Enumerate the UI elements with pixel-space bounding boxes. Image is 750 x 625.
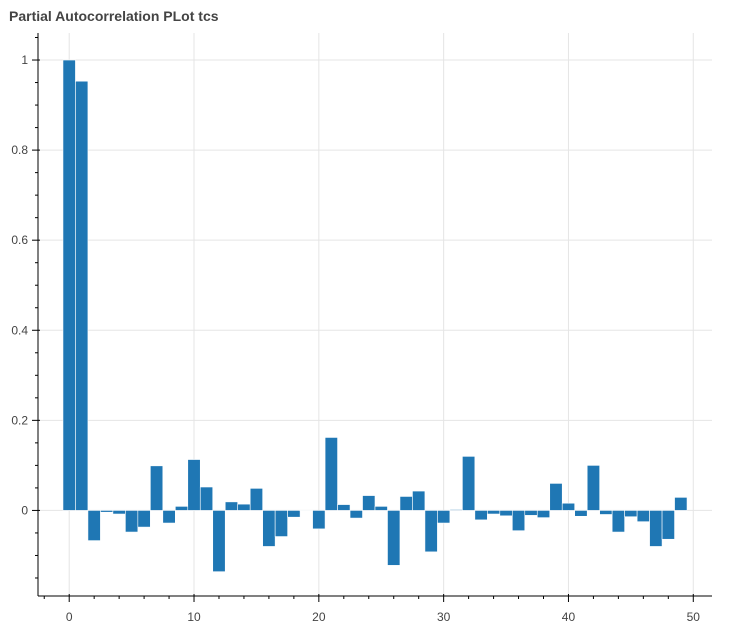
pacf-bar bbox=[199, 486, 214, 511]
x-tick-label: 50 bbox=[687, 610, 701, 624]
bar-series bbox=[62, 59, 688, 572]
y-tick-label: 1 bbox=[21, 53, 28, 67]
pacf-bar bbox=[262, 510, 276, 547]
pacf-bar bbox=[137, 510, 151, 528]
y-tick-label: 0 bbox=[21, 503, 28, 517]
pacf-bar bbox=[624, 510, 638, 518]
pacf-bar bbox=[649, 510, 663, 547]
pacf-bar bbox=[487, 510, 501, 515]
pacf-bar bbox=[586, 465, 600, 511]
pacf-bar bbox=[100, 510, 114, 513]
x-tick-label: 40 bbox=[562, 610, 576, 624]
pacf-bar bbox=[62, 59, 76, 511]
pacf-bar bbox=[125, 510, 139, 533]
axes: 00.20.40.60.810 10 20 30 40 50 bbox=[11, 33, 712, 624]
pacf-bar bbox=[212, 510, 226, 572]
pacf-bar bbox=[462, 456, 476, 511]
y-tick-label: 0.4 bbox=[11, 323, 28, 337]
pacf-bar bbox=[299, 510, 313, 512]
pacf-bar bbox=[412, 490, 426, 511]
pacf-bar bbox=[536, 510, 551, 518]
pacf-bar bbox=[449, 509, 463, 511]
pacf-bar bbox=[474, 510, 488, 521]
pacf-bar bbox=[112, 510, 126, 515]
pacf-bar bbox=[374, 506, 388, 511]
pacf-bar bbox=[349, 510, 363, 519]
x-tick-label: 30 bbox=[437, 610, 451, 624]
x-tick-label: 0 bbox=[66, 610, 73, 624]
pacf-bar bbox=[174, 506, 189, 511]
y-tick-label: 0.6 bbox=[11, 233, 28, 247]
pacf-bar bbox=[636, 510, 650, 522]
pacf-bar bbox=[324, 437, 338, 511]
pacf-bar bbox=[549, 483, 563, 511]
pacf-bar bbox=[511, 510, 526, 531]
pacf-bar bbox=[599, 510, 613, 515]
pacf-bar bbox=[224, 501, 239, 511]
pacf-bar bbox=[574, 510, 588, 517]
pacf-bar bbox=[362, 495, 376, 511]
x-tick-label: 10 bbox=[187, 610, 201, 624]
pacf-bar bbox=[237, 503, 251, 511]
pacf-bar bbox=[249, 488, 263, 511]
pacf-bar bbox=[75, 80, 89, 511]
pacf-bar bbox=[87, 510, 101, 541]
pacf-bar bbox=[274, 510, 288, 537]
chart-title: Partial Autocorrelation PLot tcs bbox=[9, 8, 219, 24]
y-tick-label: 0.2 bbox=[11, 413, 28, 427]
pacf-bar bbox=[287, 510, 301, 518]
pacf-bar bbox=[187, 459, 201, 511]
pacf-bar bbox=[499, 510, 513, 517]
pacf-bar bbox=[524, 510, 538, 516]
x-tick-label: 20 bbox=[312, 610, 326, 624]
pacf-bar bbox=[661, 510, 675, 540]
pacf-bar bbox=[424, 510, 438, 553]
pacf-bar bbox=[561, 502, 576, 511]
y-tick-label: 0.8 bbox=[11, 143, 28, 157]
pacf-bar bbox=[387, 510, 401, 566]
pacf-bar bbox=[337, 504, 351, 511]
pacf-bar bbox=[162, 510, 176, 524]
pacf-bar bbox=[611, 510, 625, 533]
pacf-bar bbox=[312, 510, 326, 530]
pacf-bar bbox=[674, 497, 688, 511]
pacf-bar bbox=[150, 465, 164, 511]
pacf-bar bbox=[399, 496, 413, 511]
pacf-bar bbox=[437, 510, 451, 524]
